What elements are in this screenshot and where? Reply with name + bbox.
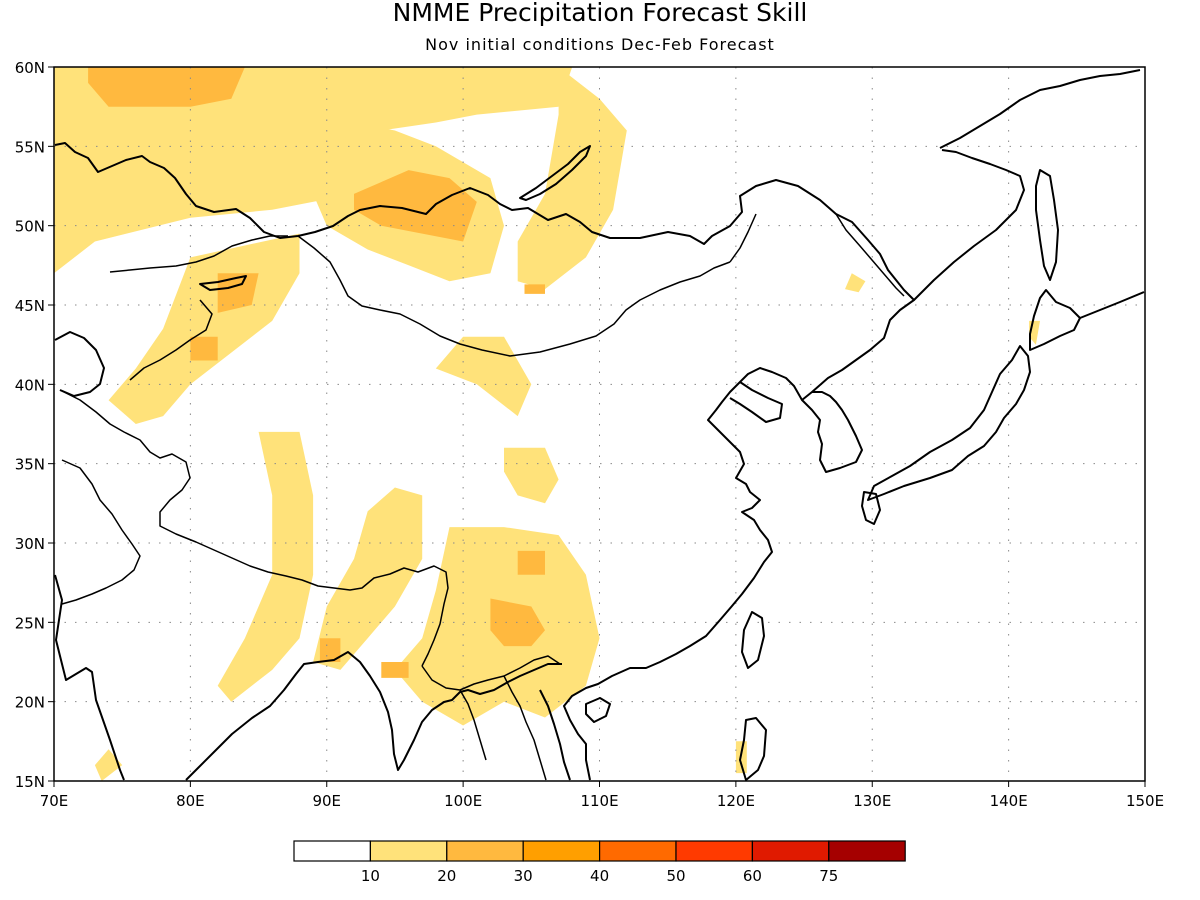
skill-region-10-20-9 — [845, 273, 866, 293]
kazakhstan-border — [109, 235, 288, 381]
lat-tick-label-45: 45N — [15, 297, 45, 315]
skill-region-20-30-0 — [88, 67, 245, 107]
colorbar-swatch-2 — [446, 840, 524, 862]
lat-tick-label-55: 55N — [15, 138, 45, 156]
skill-region-20-30-2 — [217, 273, 259, 313]
central-asia-border — [59, 389, 449, 667]
china-mongolia-border — [297, 235, 731, 357]
skill-region-20-30-3 — [190, 336, 218, 361]
skill-region-20-30-8 — [319, 638, 341, 662]
colorbar-label-10: 10 — [361, 867, 380, 885]
skill-region-10-20-4 — [217, 431, 314, 702]
skill-region-10-20-8 — [504, 447, 559, 504]
skill-region-20-30-4 — [490, 598, 545, 647]
lon-tick-label-130: 130E — [853, 792, 891, 810]
skill-region-20-30-6 — [381, 662, 409, 678]
colorbar-swatch-3 — [522, 840, 601, 862]
colorbar-label-40: 40 — [590, 867, 609, 885]
skill-region-10-20-7 — [435, 336, 532, 417]
coastlines-and-borders — [54, 69, 1145, 781]
pakistan-india-border — [61, 459, 141, 605]
lon-tick-label-120: 120E — [717, 792, 755, 810]
lat-tick-label-30: 30N — [15, 535, 45, 553]
figure-title: NMME Precipitation Forecast Skill — [393, 0, 808, 27]
skill-region-20-30-5 — [517, 550, 545, 575]
lat-tick-label-25: 25N — [15, 614, 45, 632]
lat-lon-gridlines — [54, 67, 1145, 781]
colorbar-label-20: 20 — [437, 867, 456, 885]
colorbar-label-30: 30 — [514, 867, 533, 885]
colorbar-label-75: 75 — [819, 867, 838, 885]
colorbar: 10 20 30 40 50 60 75 — [293, 840, 906, 885]
indochina-borders — [421, 655, 561, 781]
hainan-coastline — [585, 697, 611, 723]
lon-tick-label-150: 150E — [1126, 792, 1164, 810]
china-russia-border — [729, 213, 905, 297]
colorbar-swatch-7 — [828, 840, 906, 862]
skill-region-10-20-5 — [313, 487, 423, 670]
lon-tick-label-90: 90E — [312, 792, 341, 810]
lon-tick-label-140: 140E — [990, 792, 1028, 810]
lat-tick-label-40: 40N — [15, 376, 45, 394]
south-asia-coastline — [54, 574, 562, 781]
sakhalin-coastline — [1035, 169, 1059, 281]
kuril-coastline — [1079, 291, 1145, 319]
mainland-coastline — [54, 142, 915, 781]
taiwan-coastline — [741, 611, 765, 669]
lat-tick-label-15: 15N — [15, 773, 45, 791]
skill-region-20-30-7 — [524, 284, 545, 294]
lat-tick-label-20: 20N — [15, 694, 45, 712]
lon-tick-label-110: 110E — [580, 792, 618, 810]
lat-tick-label-35: 35N — [15, 456, 45, 474]
figure-subtitle: Nov initial conditions Dec-Feb Forecast — [425, 35, 775, 54]
colorbar-swatch-1 — [369, 840, 448, 862]
baikal-coastline — [519, 145, 591, 201]
axis-ticks: 70E 80E 90E 100E 110E 120E 130E 140E 150E 15N 20N 2… — [15, 59, 1164, 810]
skill-shading-layer — [54, 67, 1040, 781]
balkhash-coastline — [199, 275, 247, 291]
lon-tick-label-100: 100E — [444, 792, 482, 810]
luzon-coastline — [739, 717, 767, 781]
korea-coastline — [801, 391, 863, 473]
colorbar-swatch-4 — [598, 840, 677, 862]
skill-region-10-20-0 — [54, 67, 573, 274]
colorbar-swatch-6 — [751, 840, 830, 862]
colorbar-label-60: 60 — [743, 867, 762, 885]
caspian-coastline — [54, 331, 105, 397]
lat-tick-label-50: 50N — [15, 218, 45, 236]
skill-region-10-20-1 — [108, 233, 300, 424]
skill-region-20-30-1 — [354, 170, 477, 242]
okhotsk-coastline — [913, 69, 1141, 301]
lon-tick-label-80: 80E — [176, 792, 205, 810]
skill-region-10-20-3 — [517, 67, 627, 290]
colorbar-label-50: 50 — [666, 867, 685, 885]
indochina-coastline — [539, 689, 571, 781]
lat-tick-label-60: 60N — [15, 59, 45, 77]
japan-coastline — [861, 289, 1081, 525]
lon-tick-label-70: 70E — [40, 792, 69, 810]
shandong-coastline — [729, 381, 783, 423]
colorbar-swatch-5 — [675, 840, 754, 862]
colorbar-swatch-0 — [293, 840, 372, 862]
